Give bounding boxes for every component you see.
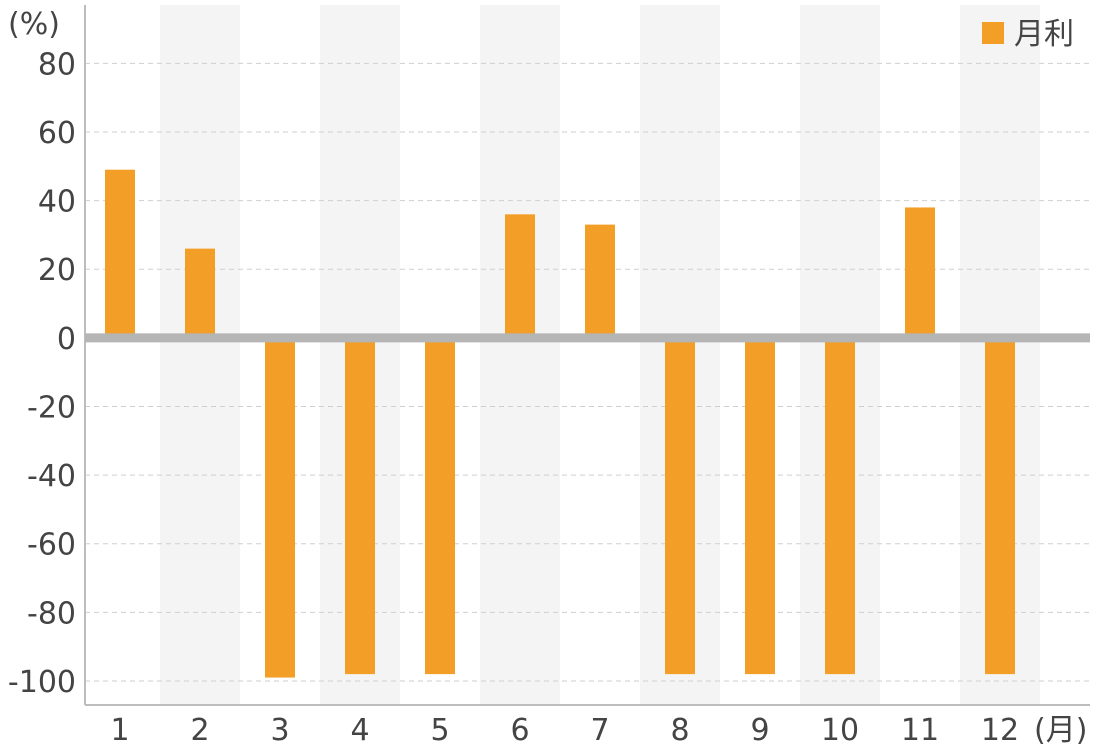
bar-month-1 <box>105 169 135 338</box>
y-tick-label-60: 60 <box>38 116 76 151</box>
legend: 月利 <box>982 17 1074 52</box>
bar-month-11 <box>905 207 935 338</box>
bars <box>105 169 1015 678</box>
bar-month-7 <box>585 224 615 338</box>
x-tick-label-10: 10 <box>821 713 859 748</box>
x-tick-label-8: 8 <box>670 713 689 748</box>
x-unit-label: (月) <box>1034 713 1087 748</box>
band-6 <box>480 5 560 705</box>
bar-month-5 <box>425 337 455 675</box>
bar-month-2 <box>185 248 215 338</box>
x-tick-label-11: 11 <box>901 713 939 748</box>
x-tick-label-9: 9 <box>750 713 769 748</box>
bar-month-9 <box>745 337 775 675</box>
y-unit-label: (%) <box>8 7 60 42</box>
y-tick-label-0: 0 <box>57 322 76 357</box>
y-tick-label-80: 80 <box>38 47 76 82</box>
band-2 <box>160 5 240 705</box>
y-tick-label--100: -100 <box>8 665 76 700</box>
x-tick-label-5: 5 <box>430 713 449 748</box>
y-tick-label--40: -40 <box>27 459 76 494</box>
y-tick-label--60: -60 <box>27 528 76 563</box>
y-tick-label-20: 20 <box>38 253 76 288</box>
x-tick-label-1: 1 <box>110 713 129 748</box>
y-tick-label-40: 40 <box>38 185 76 220</box>
x-tick-label-2: 2 <box>190 713 209 748</box>
legend-swatch <box>982 22 1004 44</box>
bar-month-8 <box>665 337 695 675</box>
x-tick-label-12: 12 <box>981 713 1019 748</box>
bar-month-12 <box>985 337 1015 675</box>
x-tick-label-7: 7 <box>590 713 609 748</box>
legend-label: 月利 <box>1014 17 1074 52</box>
y-tick-label--20: -20 <box>27 390 76 425</box>
bar-month-6 <box>505 214 535 338</box>
x-tick-label-3: 3 <box>270 713 289 748</box>
x-tick-labels: 1 2 3 4 5 6 7 8 9 10 11 12 <box>110 713 1019 748</box>
x-tick-label-4: 4 <box>350 713 369 748</box>
y-tick-label--80: -80 <box>27 596 76 631</box>
bar-month-10 <box>825 337 855 675</box>
y-tick-labels: 80 60 40 20 0 -20 -40 -60 -80 -100 <box>8 47 76 700</box>
bar-month-3 <box>265 337 295 678</box>
bar-month-4 <box>345 337 375 675</box>
x-tick-label-6: 6 <box>510 713 529 748</box>
